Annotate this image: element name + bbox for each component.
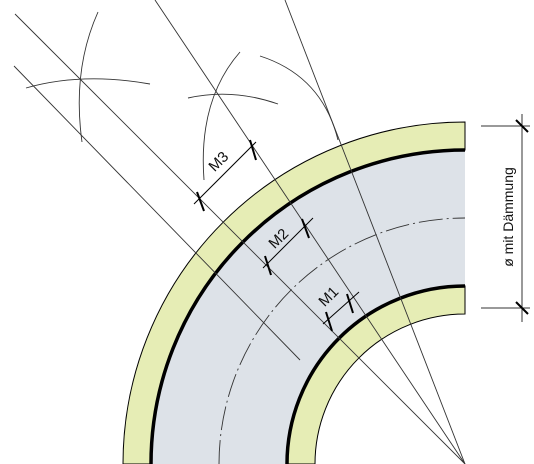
diameter-dimension: [481, 114, 530, 322]
tick-mark: [515, 119, 529, 133]
perpendicular-line: [13, 65, 301, 361]
tick-mark: [196, 191, 205, 212]
compass-arc: [187, 93, 279, 105]
m2-dimension: [262, 217, 314, 276]
diameter-label: ø mit Dämmung: [500, 167, 516, 267]
radial-line-3: [284, 0, 466, 464]
m1-dimension: [322, 291, 360, 332]
compass-arc: [25, 78, 151, 89]
m3-dimension: [193, 139, 257, 212]
radial-line-1: [14, 13, 466, 464]
tick-mark: [301, 218, 310, 239]
compass-arc: [202, 51, 241, 181]
tick-mark: [325, 311, 333, 332]
construction-lines: [13, 0, 466, 464]
compass-arc: [259, 55, 339, 141]
compass-arc: [78, 11, 99, 143]
tick-mark: [515, 301, 529, 315]
dimension-line: [193, 141, 257, 205]
tick-mark: [346, 293, 354, 314]
m3-label: M3: [205, 148, 232, 175]
tick-mark: [249, 139, 257, 161]
radial-line-2: [154, 0, 466, 464]
tick-mark: [264, 255, 272, 276]
